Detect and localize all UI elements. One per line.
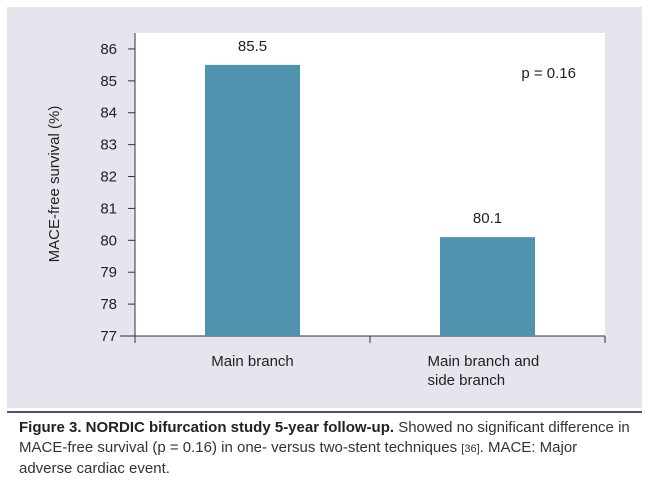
caption-text: Showed no significant difference in MACE… — [19, 419, 630, 456]
x-category-label: Main branch — [211, 353, 294, 370]
p-value-annotation: p = 0.16 — [521, 65, 576, 82]
y-tick-label: 82 — [100, 169, 117, 186]
y-tick-label: 78 — [100, 296, 117, 313]
y-tick-label: 83 — [100, 137, 117, 154]
y-tick-label: 77 — [100, 328, 117, 345]
x-category-label: side branch — [428, 372, 506, 389]
caption-title: Figure 3. NORDIC bifurcation study 5-yea… — [19, 419, 395, 436]
y-tick-label: 85 — [100, 73, 117, 90]
y-ticks: 77 78 79 80 81 82 83 84 85 86 — [100, 41, 135, 345]
x-category-label: Main branch and — [428, 353, 540, 370]
caption-reference: [36] — [461, 442, 480, 455]
y-tick-label: 86 — [100, 41, 117, 58]
y-tick-label: 79 — [100, 264, 117, 281]
y-tick-label: 81 — [100, 200, 117, 217]
y-tick-label: 84 — [100, 105, 117, 122]
data-label: 80.1 — [473, 210, 502, 227]
figure-caption: Figure 3. NORDIC bifurcation study 5-yea… — [7, 411, 642, 487]
bar-chart: MACE-free survival (%) p = 0.16 77 78 79 80… — [46, 33, 606, 389]
bar — [205, 64, 300, 336]
y-tick-label: 80 — [100, 232, 117, 249]
bars: 85.5 80.1 — [205, 38, 535, 336]
x-tick-labels: Main branch Main branch and side branch — [134, 336, 606, 389]
y-axis-label: MACE-free survival (%) — [46, 106, 63, 263]
bar — [440, 237, 535, 336]
caption-text-end: . MACE: Major adverse cardiac event. — [19, 438, 578, 478]
data-label: 85.5 — [238, 38, 267, 55]
